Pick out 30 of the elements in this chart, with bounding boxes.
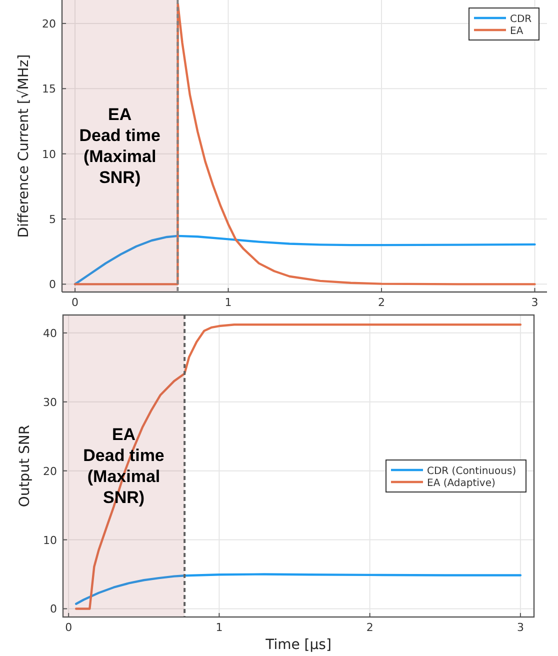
line-series bbox=[75, 324, 522, 610]
x-tick-label: 0 bbox=[72, 296, 79, 309]
x-tick-label: 0 bbox=[65, 621, 72, 634]
legend-label: CDR (Continuous) bbox=[427, 466, 516, 477]
y-tick-label: 30 bbox=[43, 396, 57, 409]
x-tick-label: 2 bbox=[378, 296, 385, 309]
x-tick-label: 3 bbox=[531, 296, 538, 309]
legend-label: EA bbox=[510, 26, 524, 37]
y-tick-label: 10 bbox=[42, 148, 56, 161]
y-tick-label: 40 bbox=[43, 326, 57, 340]
annotation: EA Dead time (Maximal SNR) bbox=[79, 105, 160, 187]
legend-label: CDR bbox=[510, 14, 532, 25]
line-series bbox=[75, 573, 522, 605]
x-tick-label: 3 bbox=[516, 621, 524, 634]
legend-label: EA (Adaptive) bbox=[427, 478, 496, 489]
y-tick-label: 0 bbox=[50, 602, 57, 616]
x-axis-title: Time [µs] bbox=[264, 637, 332, 653]
x-tick-label: 1 bbox=[224, 296, 232, 309]
y-tick-label: 20 bbox=[42, 17, 56, 30]
y-tick-label: 15 bbox=[42, 82, 56, 96]
x-tick-label: 1 bbox=[216, 621, 223, 634]
line-series bbox=[74, 2, 536, 286]
y-tick-label: 5 bbox=[49, 213, 56, 226]
x-tick-label: 2 bbox=[366, 621, 374, 634]
y-axis-title: Difference Current [√MHz] bbox=[16, 54, 32, 238]
y-tick-label: 10 bbox=[43, 534, 57, 547]
y-tick-label: 20 bbox=[43, 464, 57, 478]
y-axis-title: Output SNR bbox=[17, 424, 33, 508]
line-series bbox=[74, 234, 536, 286]
y-tick-label: 0 bbox=[49, 278, 56, 292]
